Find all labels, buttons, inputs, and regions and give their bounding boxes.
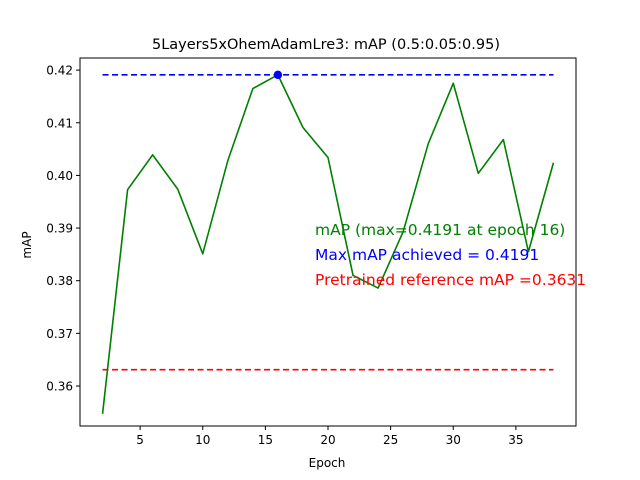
y-tick-label: 0.39 <box>46 222 73 236</box>
max-marker <box>273 70 283 80</box>
y-tick-label: 0.38 <box>46 274 73 288</box>
annotation-max-map: Max mAP achieved = 0.4191 <box>315 246 539 264</box>
x-axis-label: Epoch <box>309 456 346 470</box>
y-tick-label: 0.37 <box>46 327 73 341</box>
y-tick-label: 0.42 <box>46 64 73 78</box>
series-line-0 <box>101 74 555 414</box>
x-tick-label: 30 <box>446 433 461 447</box>
x-tick-label: 20 <box>320 433 335 447</box>
annotation-reference-map: Pretrained reference mAP =0.3631 <box>315 271 586 289</box>
x-tick-label: 25 <box>383 433 398 447</box>
x-tick-label: 15 <box>258 433 273 447</box>
y-axis-label: mAP <box>20 231 34 258</box>
y-tick-label: 0.40 <box>46 169 73 183</box>
annotation-series-max: mAP (max=0.4191 at epoch 16) <box>315 221 565 239</box>
y-tick-label: 0.36 <box>46 379 73 393</box>
chart-title: 5Layers5xOhemAdamLre3: mAP (0.5:0.05:0.9… <box>152 37 500 53</box>
annotations: mAP (max=0.4191 at epoch 16) Max mAP ach… <box>315 221 586 289</box>
x-tick-label: 35 <box>508 433 523 447</box>
y-tick-label: 0.41 <box>46 116 73 130</box>
x-tick-label: 5 <box>136 433 144 447</box>
plot-area: 5 10 15 20 25 30 35 0.36 0.37 0.38 0.39 0.40 0.41 0.4… <box>46 57 577 447</box>
x-tick-label: 10 <box>195 433 210 447</box>
